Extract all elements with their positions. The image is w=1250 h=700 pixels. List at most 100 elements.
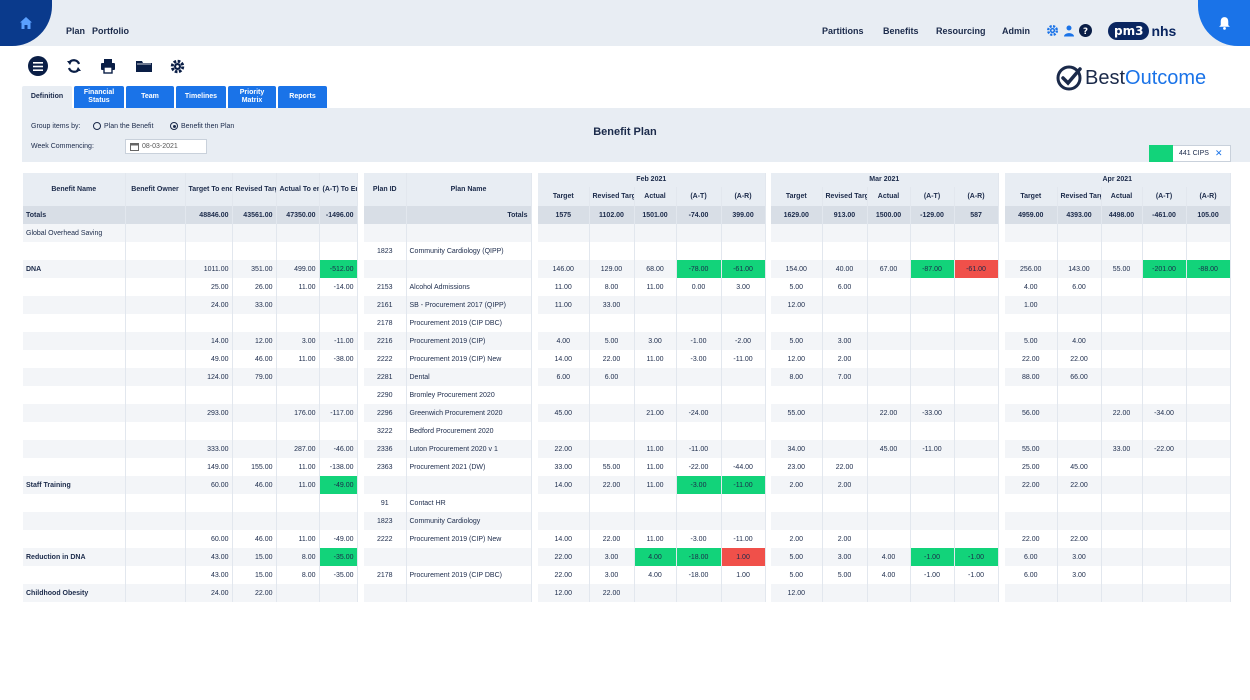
column-header[interactable]: Target — [771, 187, 823, 206]
table-row[interactable]: 333.00 287.00 -46.00 — [23, 440, 358, 458]
column-header[interactable]: Benefit Owner — [125, 173, 186, 206]
refresh-button[interactable] — [64, 56, 84, 76]
table-row[interactable]: 55.00 33.00 -22.00 — [1005, 440, 1231, 458]
table-row[interactable] — [771, 422, 999, 440]
column-header[interactable]: Actual — [634, 187, 677, 206]
table-row[interactable] — [538, 512, 766, 530]
nav-portfolio[interactable]: Portfolio — [92, 26, 129, 36]
table-row[interactable]: 146.00 129.00 68.00 -78.00 -61.00 — [538, 260, 766, 278]
nav-partitions[interactable]: Partitions — [822, 26, 864, 36]
table-row[interactable]: 2290 Bromley Procurement 2020 — [364, 386, 532, 404]
table-row[interactable]: 6.00 6.00 — [538, 368, 766, 386]
table-row[interactable]: 8.00 7.00 — [771, 368, 999, 386]
table-row[interactable] — [1005, 494, 1231, 512]
table-row[interactable] — [1005, 584, 1231, 602]
gear-icon[interactable] — [1046, 24, 1059, 37]
table-row[interactable] — [1005, 242, 1231, 260]
home-button[interactable] — [0, 0, 52, 46]
column-header[interactable]: Target — [1005, 187, 1058, 206]
table-row[interactable]: 12.00 — [771, 584, 999, 602]
nav-benefits[interactable]: Benefits — [883, 26, 919, 36]
table-row[interactable]: 34.00 45.00 -11.00 — [771, 440, 999, 458]
tab-priority-matrix[interactable]: Priority Matrix — [228, 86, 276, 108]
column-header[interactable]: Revised Target To End — [232, 173, 277, 206]
table-row[interactable]: 2178 Procurement 2019 (CIP DBC) — [364, 566, 532, 584]
table-row[interactable] — [364, 584, 532, 602]
week-commencing-input[interactable]: 08-03-2021 — [125, 139, 207, 154]
table-row[interactable] — [771, 314, 999, 332]
column-header[interactable]: Target To end — [185, 173, 233, 206]
column-header[interactable]: (A-R) — [721, 187, 766, 206]
table-row[interactable]: Childhood Obesity 24.00 22.00 — [23, 584, 358, 602]
table-row[interactable]: 22.00 22.00 — [1005, 350, 1231, 368]
table-row[interactable]: 124.00 79.00 — [23, 368, 358, 386]
column-header[interactable]: Target — [538, 187, 590, 206]
table-row[interactable] — [23, 386, 358, 404]
table-row[interactable]: 2222 Procurement 2019 (CIP) New — [364, 350, 532, 368]
nav-plan[interactable]: Plan — [66, 26, 86, 36]
table-row[interactable]: 12.00 2.00 — [771, 350, 999, 368]
table-row[interactable]: 5.00 3.00 — [771, 332, 999, 350]
column-header[interactable]: Plan ID — [364, 173, 407, 206]
table-row[interactable] — [23, 242, 358, 260]
table-row[interactable] — [538, 386, 766, 404]
table-row[interactable]: 22.00 22.00 — [1005, 530, 1231, 548]
table-row[interactable]: 2222 Procurement 2019 (CIP) New — [364, 530, 532, 548]
table-row[interactable]: 25.00 45.00 — [1005, 458, 1231, 476]
table-row[interactable]: 11.00 33.00 — [538, 296, 766, 314]
table-row[interactable] — [771, 224, 999, 242]
close-icon[interactable]: ✕ — [1214, 148, 1223, 158]
table-row[interactable]: 45.00 21.00 -24.00 — [538, 404, 766, 422]
table-row[interactable]: 14.00 22.00 11.00 -3.00 -11.00 — [538, 530, 766, 548]
table-row[interactable]: 25.00 26.00 11.00 -14.00 — [23, 278, 358, 296]
table-row[interactable]: 88.00 66.00 — [1005, 368, 1231, 386]
table-row[interactable]: 12.00 — [771, 296, 999, 314]
table-row[interactable]: 14.00 22.00 11.00 -3.00 -11.00 — [538, 350, 766, 368]
table-row[interactable]: 149.00 155.00 11.00 -138.00 — [23, 458, 358, 476]
table-row[interactable]: 43.00 15.00 8.00 -35.00 — [23, 566, 358, 584]
table-row[interactable]: 55.00 22.00 -33.00 — [771, 404, 999, 422]
table-row[interactable]: 14.00 12.00 3.00 -11.00 — [23, 332, 358, 350]
table-row[interactable]: 24.00 33.00 — [23, 296, 358, 314]
table-row[interactable]: 56.00 22.00 -34.00 — [1005, 404, 1231, 422]
cips-filter-chip[interactable]: 441 CIPS ✕ — [1149, 145, 1231, 162]
tab-team[interactable]: Team — [126, 86, 174, 108]
table-row[interactable] — [538, 224, 766, 242]
table-row[interactable]: DNA 1011.00 351.00 499.00 -512.00 — [23, 260, 358, 278]
tab-definition[interactable]: Definition — [22, 86, 72, 108]
table-row[interactable]: 6.00 3.00 — [1005, 548, 1231, 566]
table-row[interactable]: 2153 Alcohol Admissions — [364, 278, 532, 296]
column-header[interactable]: Revised Target — [1057, 187, 1102, 206]
table-row[interactable]: 1823 Community Cardiology (QIPP) — [364, 242, 532, 260]
table-row[interactable]: 33.00 55.00 11.00 -22.00 -44.00 — [538, 458, 766, 476]
table-row[interactable] — [538, 494, 766, 512]
table-row[interactable]: 23.00 22.00 — [771, 458, 999, 476]
table-row[interactable]: 1823 Community Cardiology — [364, 512, 532, 530]
column-header[interactable]: Actual — [1101, 187, 1143, 206]
table-row[interactable]: 256.00 143.00 55.00 -201.00 -88.00 — [1005, 260, 1231, 278]
column-header[interactable]: (A-T) — [1142, 187, 1187, 206]
table-row[interactable]: 4.00 6.00 — [1005, 278, 1231, 296]
table-row[interactable]: 11.00 8.00 11.00 0.00 3.00 — [538, 278, 766, 296]
table-row[interactable] — [23, 314, 358, 332]
table-row[interactable]: 12.00 22.00 — [538, 584, 766, 602]
print-button[interactable] — [98, 56, 118, 76]
table-row[interactable]: 60.00 46.00 11.00 -49.00 — [23, 530, 358, 548]
table-row[interactable]: Reduction in DNA 43.00 15.00 8.00 -35.00 — [23, 548, 358, 566]
table-row[interactable]: 2161 SB - Procurement 2017 (QIPP) — [364, 296, 532, 314]
table-row[interactable]: Global Overhead Saving — [23, 224, 358, 242]
folder-button[interactable] — [134, 56, 154, 76]
tab-timelines[interactable]: Timelines — [176, 86, 226, 108]
table-row[interactable] — [538, 314, 766, 332]
table-row[interactable] — [364, 224, 532, 242]
table-row[interactable]: 22.00 22.00 — [1005, 476, 1231, 494]
tab-financial-status[interactable]: Financial Status — [74, 86, 124, 108]
radio-plan-the-benefit[interactable]: Plan the Benefit — [93, 122, 153, 130]
table-row[interactable]: 22.00 3.00 4.00 -18.00 1.00 — [538, 548, 766, 566]
table-row[interactable]: Staff Training 60.00 46.00 11.00 -49.00 — [23, 476, 358, 494]
user-icon[interactable] — [1063, 24, 1075, 37]
table-row[interactable] — [771, 494, 999, 512]
table-row[interactable] — [1005, 224, 1231, 242]
table-row[interactable]: 2336 Luton Procurement 2020 v 1 — [364, 440, 532, 458]
table-row[interactable] — [1005, 386, 1231, 404]
